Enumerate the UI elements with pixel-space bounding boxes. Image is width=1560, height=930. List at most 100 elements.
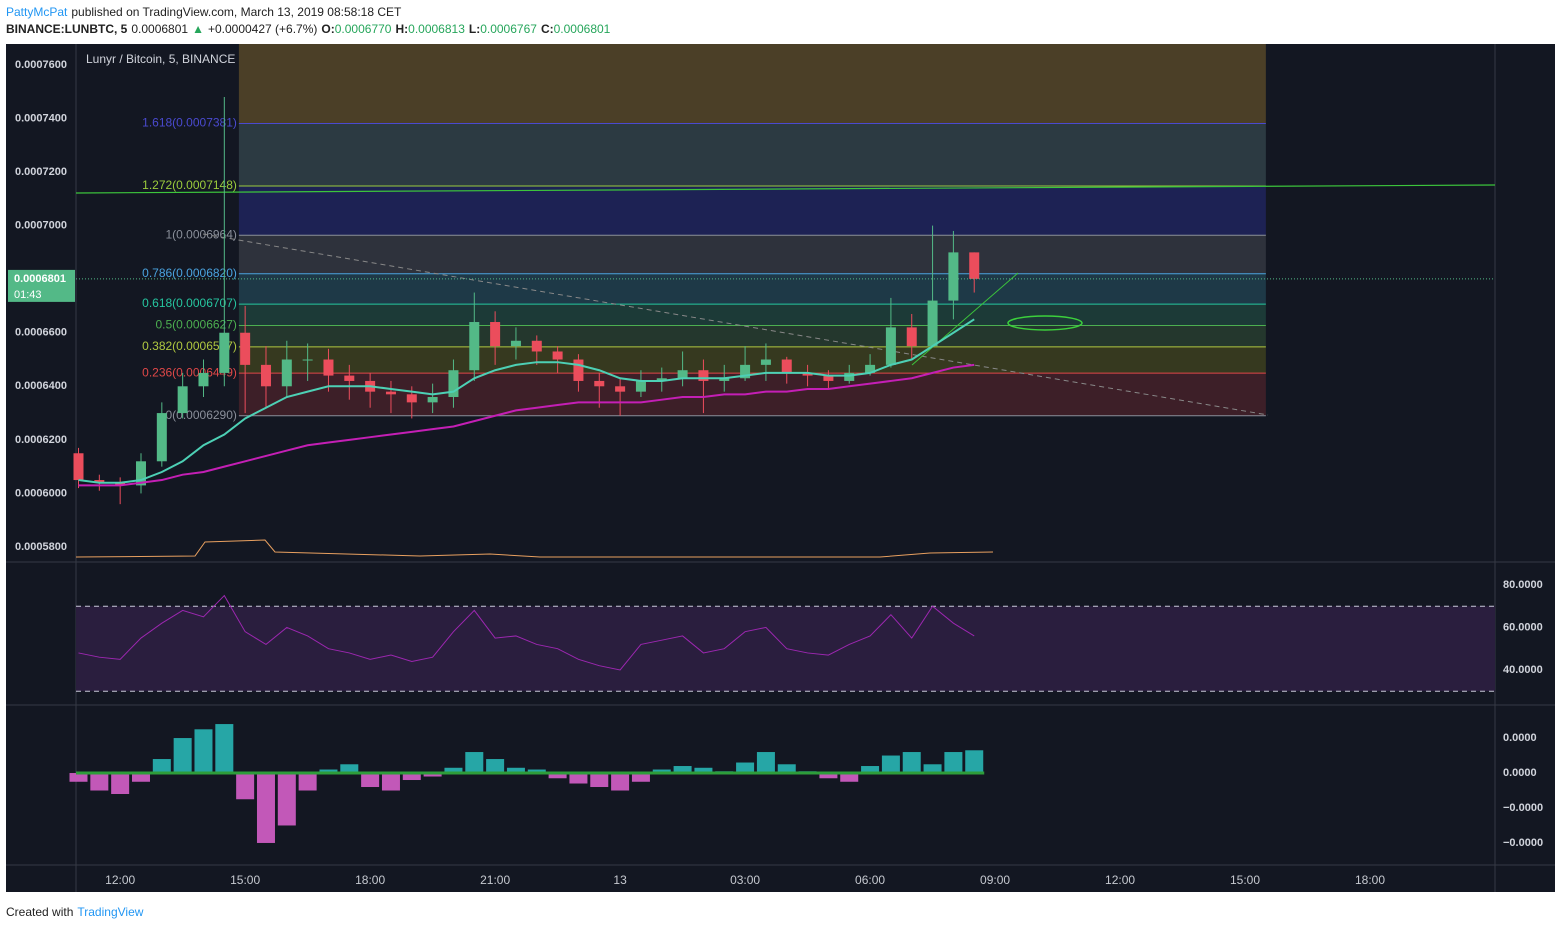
y-tick-label: 0.0005800 [15, 541, 67, 553]
created: Created with [6, 905, 74, 919]
macd-bar [131, 773, 150, 782]
fib-label: 1(0.0006964) [166, 227, 237, 241]
ohlc-value: 0.0006770 [334, 22, 392, 36]
macd-bar [840, 773, 859, 782]
candle-body [510, 340, 521, 347]
candle-body [135, 461, 146, 486]
candle-body [177, 386, 188, 414]
macd-bar [881, 755, 900, 774]
y-tick-label: 0.0007400 [15, 112, 67, 124]
x-tick-label: 06:00 [855, 873, 885, 887]
candle-body [240, 332, 251, 365]
candle-body [469, 322, 480, 371]
candle-body [490, 322, 501, 347]
candle-body [823, 375, 834, 381]
candle-body [73, 453, 84, 481]
candle-body [385, 391, 396, 395]
y-tick-label: 0.0006400 [15, 380, 67, 392]
macd-bar [111, 773, 130, 795]
fib-label: 1.618(0.0007381) [142, 116, 237, 130]
macd-bar [506, 767, 525, 774]
macd-bar [652, 769, 671, 774]
x-tick-label: 15:00 [230, 873, 260, 887]
current-price: 0.0006801 [14, 273, 66, 285]
candle-body [94, 480, 105, 483]
macd-bar [611, 773, 630, 791]
candle-body [406, 394, 417, 403]
change: +0.0000427 (+6.7%) [207, 22, 318, 36]
brand[interactable]: TradingView [77, 905, 144, 919]
candle-body [719, 378, 730, 381]
x-tick-label: 18:00 [1355, 873, 1385, 887]
candle-body [844, 372, 855, 381]
candle-body [635, 380, 646, 392]
fib-label: 0.786(0.0006820) [142, 266, 237, 280]
candle-body [594, 380, 605, 387]
author[interactable]: PattyMcPat [6, 5, 68, 19]
fib: 1.618(0.0007381) 1.272(0.0007148) 1(0.0006… [142, 44, 1266, 422]
macd-bar [340, 764, 359, 774]
fib-band [238, 273, 1266, 305]
last: 0.0006801 [131, 22, 189, 36]
candle-body [740, 364, 751, 379]
ohlc-value: 0.0006767 [480, 22, 537, 36]
candle-body [302, 359, 313, 361]
candle-body [656, 378, 667, 381]
macd-tick-label: −0.0000 [1503, 837, 1543, 849]
candle-body [677, 370, 688, 379]
macd-bar [319, 769, 338, 774]
macd-bar [381, 773, 400, 791]
drawing [1007, 315, 1083, 331]
macd-bar [215, 724, 234, 774]
countdown: 01:43 [14, 289, 42, 301]
candle-body [156, 413, 167, 462]
macd-bar [423, 773, 442, 777]
rsi-tick-label: 60.0000 [1503, 621, 1543, 633]
macd-bar [444, 767, 463, 774]
x-tick-label: 09:00 [980, 873, 1010, 887]
footer: Created with TradingView [6, 905, 147, 919]
y-tick-label: 0.0006000 [15, 487, 67, 499]
fib-band [238, 304, 1266, 326]
x-tick-label: 12:00 [105, 873, 135, 887]
fib-band [238, 123, 1266, 186]
volume-ma [75, 539, 994, 558]
macd-bar [736, 762, 755, 774]
y-tick-label: 0.0006200 [15, 434, 67, 446]
macd-bar [777, 764, 796, 774]
macd-bar [527, 769, 546, 774]
candle-body [781, 359, 792, 373]
ohlc-value: 0.0006801 [553, 22, 611, 36]
candle-body [198, 372, 209, 387]
fib-band [238, 373, 1266, 416]
fib-band [238, 185, 1266, 236]
macd-bar [173, 738, 192, 774]
macd-tick-label: 0.0000 [1503, 767, 1537, 779]
fib-label: 0.382(0.0006547) [142, 339, 237, 353]
macd-bar [277, 773, 296, 826]
x-tick-label: 12:00 [1105, 873, 1135, 887]
current-price-box [8, 269, 75, 302]
macd-tick-label: 0.0000 [1503, 732, 1537, 744]
macd-bar [944, 752, 963, 774]
macd-bar [194, 729, 213, 774]
drawing [911, 272, 1019, 366]
macd-bar [402, 773, 421, 781]
candle-body [344, 375, 355, 381]
macd-bar [236, 773, 255, 800]
macd-bar [69, 773, 88, 782]
candle-body [927, 300, 938, 347]
candle-body [448, 370, 459, 398]
rsi-tick-label: 40.0000 [1503, 664, 1543, 676]
ohlc-label: C: [540, 22, 554, 36]
candle-body [948, 252, 959, 301]
y-tick-label: 0.0007600 [15, 59, 67, 71]
fib-label: 0.618(0.0006707) [142, 296, 237, 310]
macd-bar [756, 752, 775, 774]
y-tick-label: 0.0007000 [15, 220, 67, 232]
macd-bar [965, 750, 984, 774]
x-tick-label: 18:00 [355, 873, 385, 887]
y-tick-label: 0.0006600 [15, 327, 67, 339]
candle-body [573, 359, 584, 381]
